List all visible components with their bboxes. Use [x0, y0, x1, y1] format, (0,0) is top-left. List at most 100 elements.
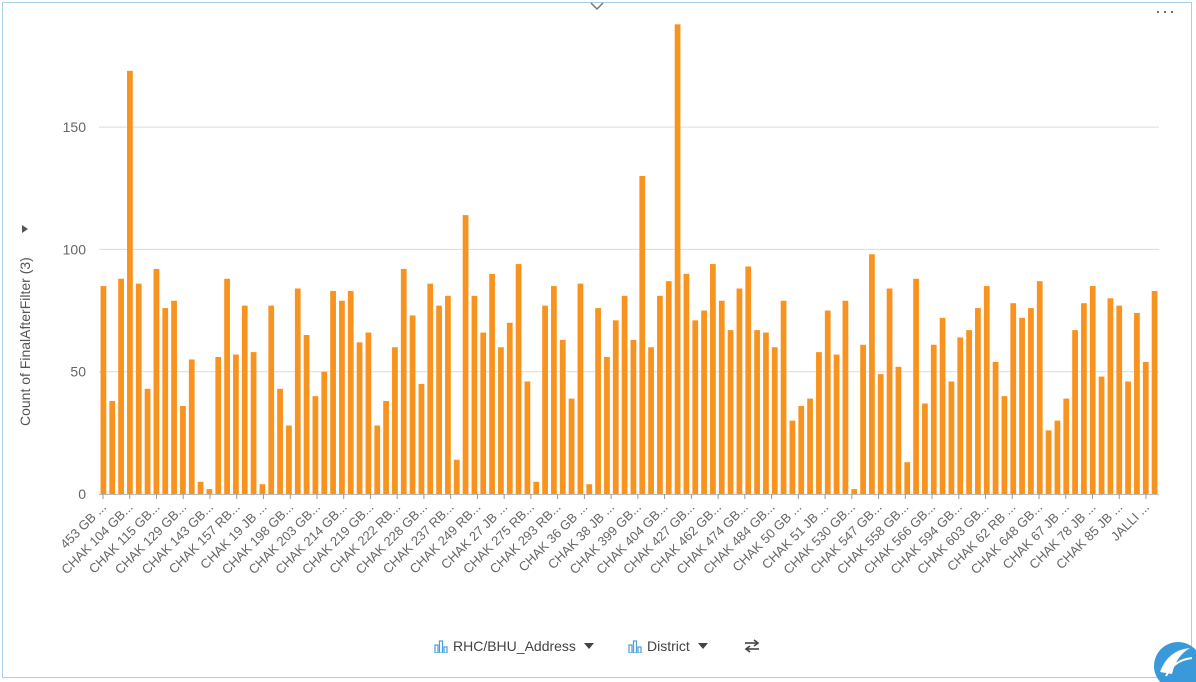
bar[interactable]: [1081, 303, 1087, 494]
bar[interactable]: [1054, 420, 1061, 494]
bar[interactable]: [1142, 361, 1149, 494]
bar[interactable]: [250, 352, 257, 494]
bar[interactable]: [436, 305, 442, 494]
bar[interactable]: [665, 281, 672, 494]
bar[interactable]: [718, 300, 725, 494]
bar[interactable]: [1001, 396, 1008, 494]
bar[interactable]: [612, 320, 619, 494]
bar[interactable]: [224, 278, 230, 494]
bar[interactable]: [241, 305, 248, 494]
bar[interactable]: [277, 388, 283, 494]
bar[interactable]: [153, 268, 160, 494]
bar[interactable]: [206, 489, 213, 494]
bar[interactable]: [1107, 298, 1114, 494]
bar[interactable]: [542, 305, 548, 494]
bar[interactable]: [1036, 281, 1043, 494]
y-axis-label[interactable]: Count of FinalAfterFilter (3): [17, 257, 33, 426]
bar[interactable]: [710, 264, 716, 494]
bar[interactable]: [197, 481, 204, 494]
bar[interactable]: [780, 300, 787, 494]
bar[interactable]: [233, 354, 239, 494]
bar[interactable]: [312, 396, 319, 494]
color-field-selector[interactable]: District: [628, 638, 708, 654]
bar[interactable]: [498, 347, 504, 494]
bar[interactable]: [374, 425, 381, 494]
bar[interactable]: [674, 24, 681, 495]
x-field-selector[interactable]: RHC/BHU_Address: [434, 638, 594, 654]
chevron-down-icon[interactable]: [588, 0, 606, 12]
bar[interactable]: [321, 371, 328, 494]
bar[interactable]: [833, 354, 840, 494]
bar[interactable]: [948, 381, 955, 494]
bar[interactable]: [1098, 376, 1105, 494]
bar[interactable]: [701, 310, 707, 494]
bar[interactable]: [188, 359, 195, 494]
bar[interactable]: [171, 300, 177, 494]
bar[interactable]: [869, 254, 875, 494]
bar[interactable]: [109, 401, 116, 494]
bar[interactable]: [559, 339, 566, 494]
bar[interactable]: [860, 344, 866, 494]
bar[interactable]: [1010, 303, 1017, 494]
bar[interactable]: [418, 383, 425, 494]
bar[interactable]: [392, 347, 398, 494]
bar[interactable]: [303, 335, 310, 494]
more-options-icon[interactable]: ···: [1155, 1, 1176, 21]
bar[interactable]: [930, 344, 937, 494]
bar[interactable]: [1063, 398, 1070, 494]
bar[interactable]: [842, 300, 849, 494]
bar[interactable]: [1045, 430, 1052, 494]
bar[interactable]: [524, 381, 531, 494]
bar[interactable]: [992, 361, 999, 494]
bar[interactable]: [506, 322, 513, 494]
bar[interactable]: [604, 357, 610, 494]
bar[interactable]: [533, 481, 540, 494]
bar[interactable]: [180, 405, 186, 494]
bar[interactable]: [913, 278, 919, 494]
bar[interactable]: [648, 347, 654, 494]
bar[interactable]: [851, 489, 858, 494]
bar[interactable]: [215, 357, 222, 494]
bar[interactable]: [347, 290, 354, 494]
bar[interactable]: [365, 332, 372, 494]
bar[interactable]: [922, 403, 928, 494]
bar[interactable]: [1028, 308, 1034, 494]
bar[interactable]: [330, 290, 336, 494]
bar[interactable]: [259, 484, 266, 494]
bar[interactable]: [162, 308, 169, 494]
bar[interactable]: [639, 176, 646, 494]
bar[interactable]: [144, 388, 151, 494]
bar[interactable]: [577, 283, 584, 494]
bar[interactable]: [1019, 317, 1025, 494]
bar[interactable]: [736, 288, 743, 494]
bar[interactable]: [727, 330, 734, 494]
bar[interactable]: [807, 398, 813, 494]
bar[interactable]: [630, 339, 637, 494]
bar[interactable]: [1072, 330, 1078, 494]
bar[interactable]: [816, 352, 822, 494]
bar[interactable]: [462, 215, 469, 494]
bar[interactable]: [339, 300, 345, 494]
bar[interactable]: [471, 295, 478, 494]
bar[interactable]: [904, 462, 911, 494]
bar[interactable]: [135, 283, 142, 494]
bar[interactable]: [798, 405, 805, 494]
bar[interactable]: [939, 317, 946, 494]
bar[interactable]: [966, 330, 972, 494]
bar[interactable]: [789, 420, 796, 494]
bar[interactable]: [771, 347, 778, 494]
bar[interactable]: [480, 332, 487, 494]
bar[interactable]: [515, 264, 522, 494]
bar[interactable]: [427, 283, 434, 494]
y-axis-label-wrap[interactable]: Count of FinalAfterFilter (3): [0, 0, 60, 632]
bar[interactable]: [409, 315, 416, 494]
bar[interactable]: [356, 342, 363, 494]
bar[interactable]: [657, 295, 663, 494]
swap-axes-icon[interactable]: [743, 639, 761, 653]
bar[interactable]: [286, 425, 292, 494]
bar[interactable]: [100, 286, 107, 494]
bar[interactable]: [595, 308, 601, 494]
bar[interactable]: [983, 286, 990, 494]
bar[interactable]: [754, 330, 760, 494]
bar[interactable]: [957, 337, 964, 494]
